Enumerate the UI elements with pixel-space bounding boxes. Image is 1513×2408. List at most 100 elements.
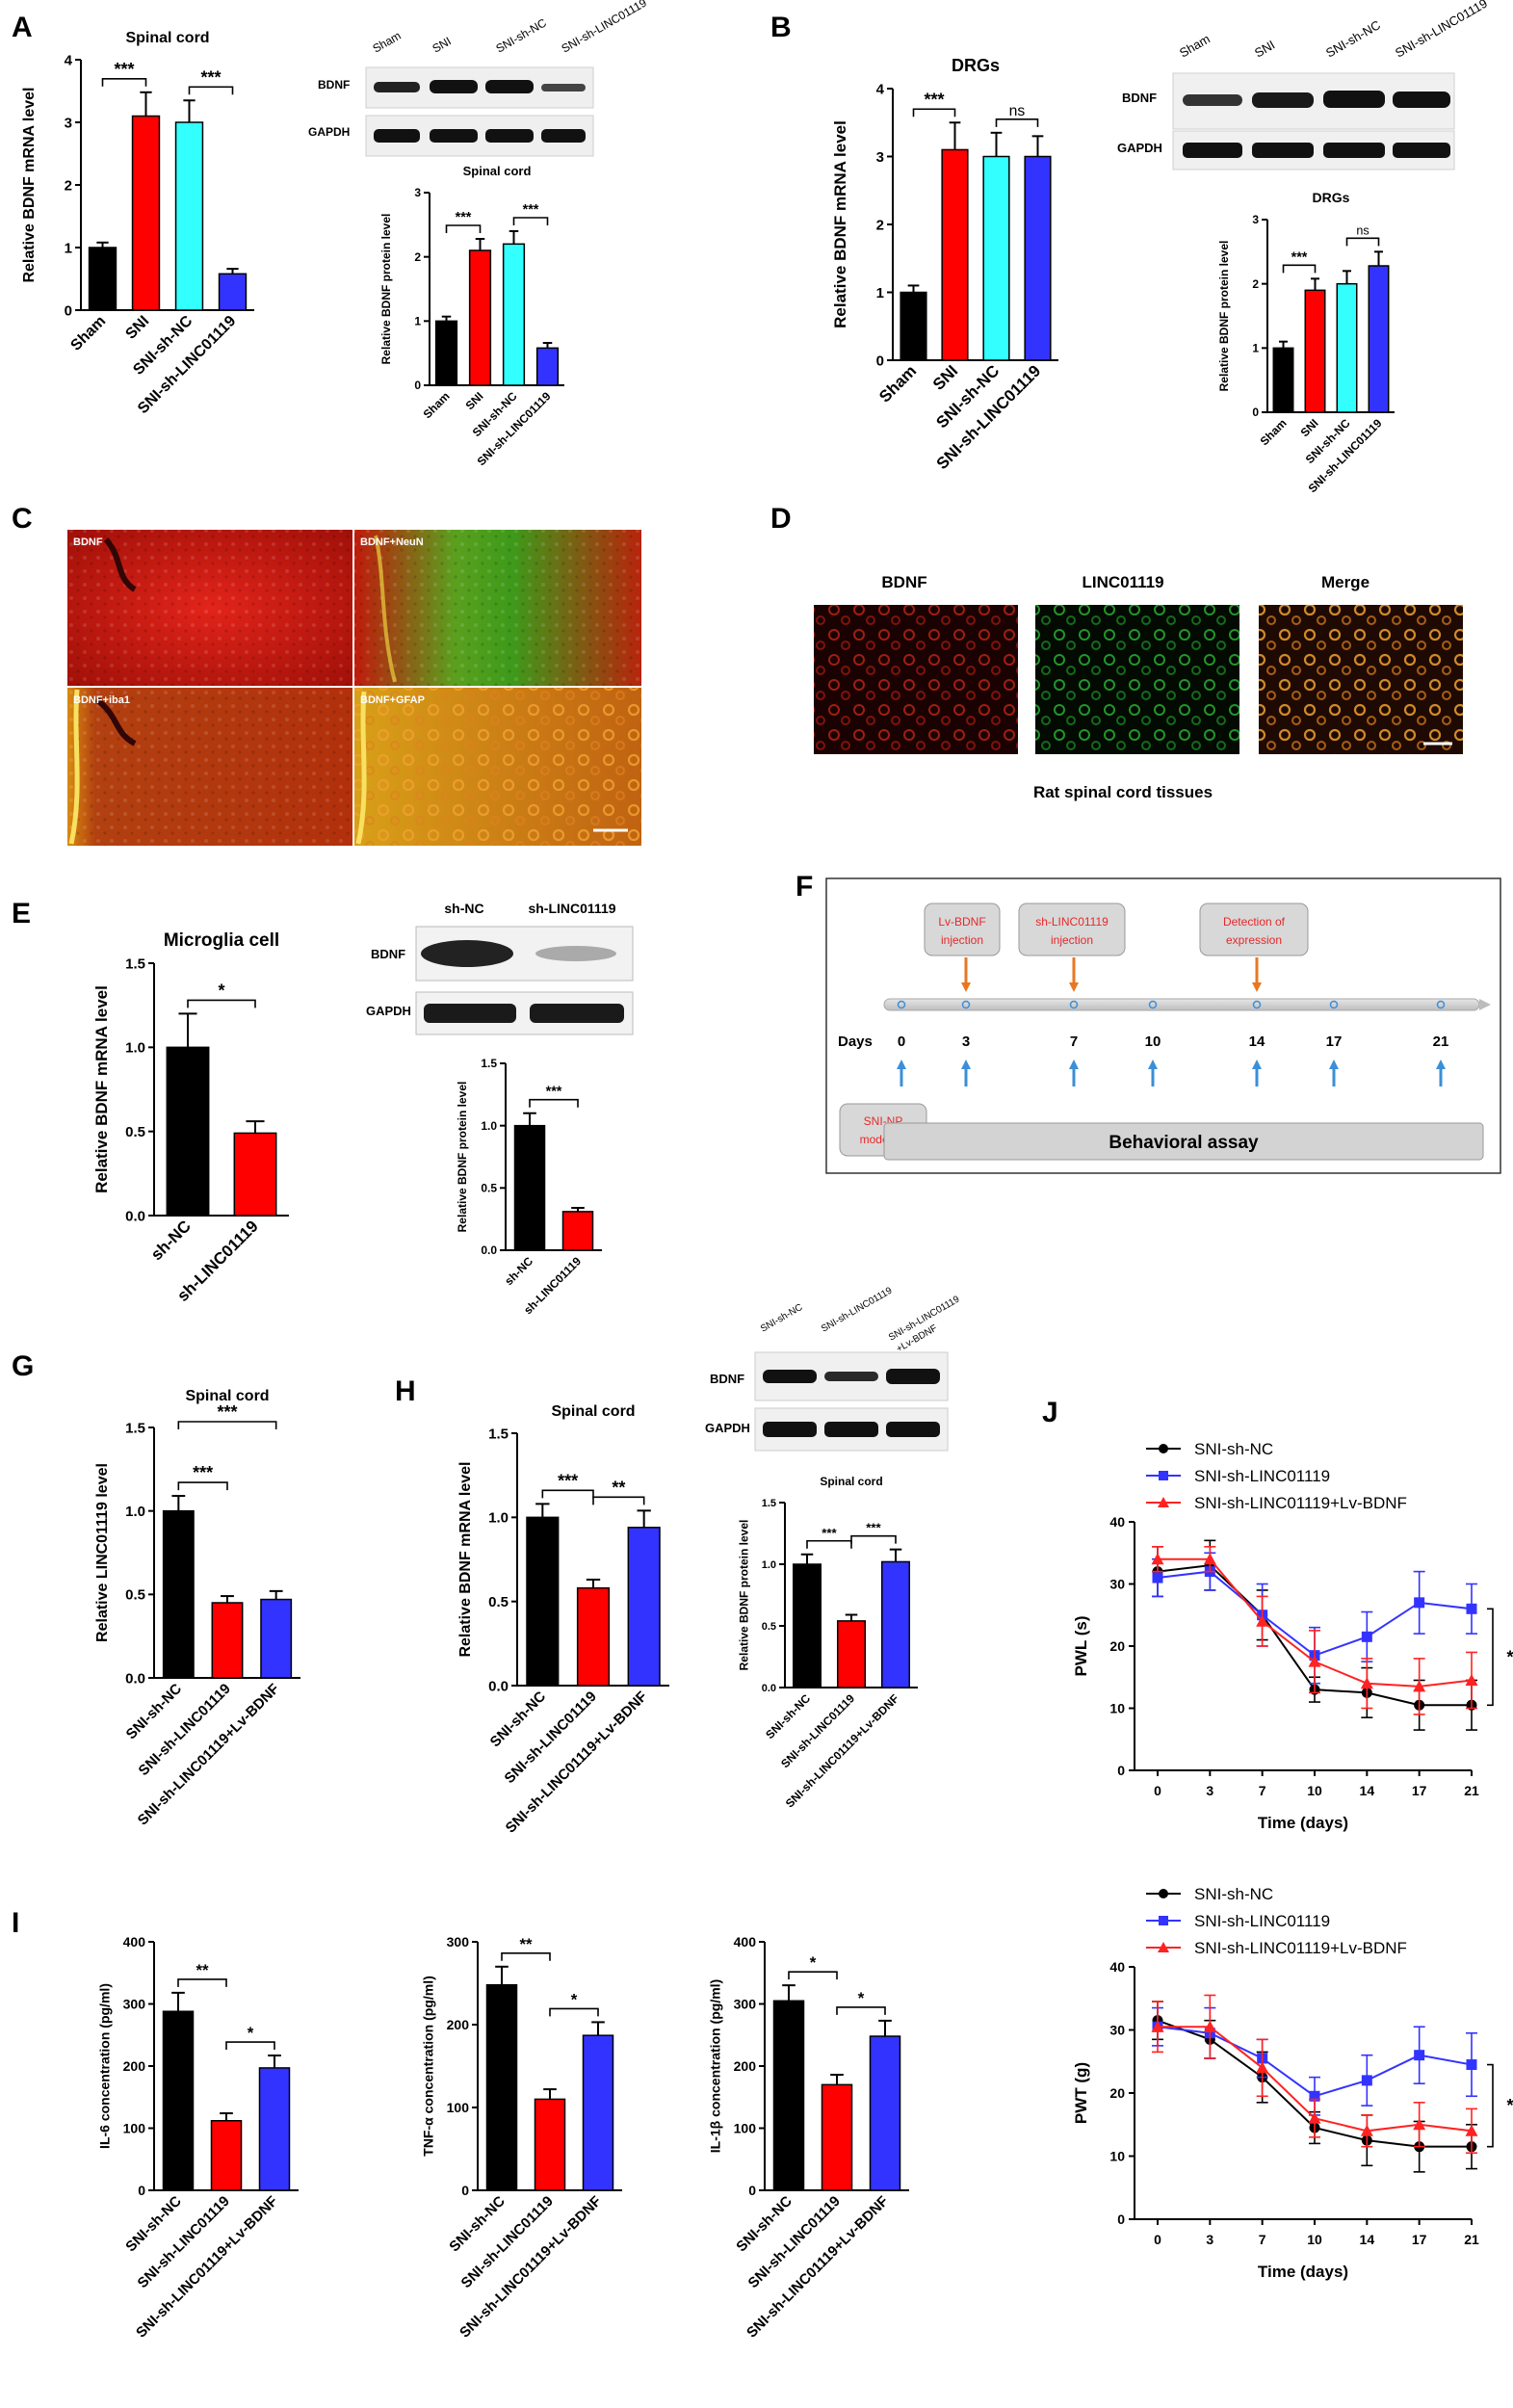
- legend-label: SNI-sh-NC: [1194, 1440, 1273, 1458]
- sig-label: ***: [558, 1471, 578, 1490]
- sig-bracket: [101, 78, 147, 87]
- blot-h-gapdh-label: GAPDH: [705, 1421, 750, 1435]
- sig-bracket: [788, 1971, 838, 1980]
- micrograph-c-label-4: BDNF+GFAP: [360, 694, 425, 706]
- data-point: [1256, 2061, 1269, 2074]
- timeline-days-label: Days: [838, 1034, 873, 1050]
- bar: [1336, 282, 1358, 413]
- bar: [535, 347, 560, 386]
- timeline-day-label: 21: [1433, 1034, 1449, 1050]
- timeline-arrow-head: [1329, 1060, 1339, 1069]
- x-tick-label: 14: [1360, 2232, 1375, 2247]
- y-tick-label: 1: [65, 240, 72, 256]
- y-axis-title: PWT (g): [1072, 2062, 1090, 2124]
- y-tick-label: 4: [876, 81, 885, 97]
- y-tick-label: 2: [876, 217, 884, 233]
- chart-j-pwl: 0 10 20 30 40 0 3 7 10 14 17 21 Time (days) PWL (s) SN…: [1072, 1440, 1513, 1832]
- panel-label-c: C: [12, 503, 33, 535]
- sig-label: ***: [200, 67, 221, 87]
- data-point: [1159, 1916, 1168, 1925]
- sig-bracket: [501, 1952, 551, 1961]
- y-tick-label: 0.5: [125, 1124, 145, 1140]
- data-point: [1413, 1680, 1426, 1692]
- x-axis-title: Time (days): [1258, 2263, 1348, 2281]
- y-tick-label: 40: [1109, 1959, 1125, 1975]
- y-tick-label: 10: [1109, 2149, 1125, 2164]
- micrograph-c-label-2: BDNF+NeuN: [360, 537, 424, 548]
- timeline-box-3-line-2: expression: [1226, 933, 1282, 947]
- blot-h-lane-2: SNI-sh-LINC01119: [820, 1285, 895, 1334]
- y-tick-label: 0: [876, 353, 884, 369]
- y-axis-title: PWL (s): [1072, 1616, 1090, 1677]
- category-label: SNI-sh-LINC01119: [778, 1691, 857, 1770]
- sig-label: ***: [114, 60, 134, 79]
- data-point: [1159, 1471, 1168, 1480]
- timeline-assay-label: Behavioral assay: [1109, 1133, 1259, 1153]
- timeline-day-label: 7: [1070, 1034, 1078, 1050]
- blot-h-lane-1: SNI-sh-NC: [759, 1302, 804, 1335]
- sig-label: *: [810, 1953, 817, 1972]
- sig-label: ***: [1291, 249, 1308, 265]
- bar: [836, 1620, 867, 1688]
- data-point: [1414, 1597, 1425, 1609]
- y-axis-title: Relative LINC01119 level: [94, 1463, 111, 1642]
- timeline-box-lv-bdnf: Lv-BDNF injection: [924, 903, 1001, 956]
- sig-label: *: [571, 1990, 578, 2008]
- x-tick-label: 0: [1154, 2232, 1161, 2247]
- data-point: [1158, 1942, 1169, 1952]
- y-tick-label: 0.5: [762, 1621, 776, 1633]
- bar: [218, 273, 248, 311]
- timeline-arrow-head: [961, 1060, 971, 1069]
- data-point: [1152, 1572, 1163, 1584]
- bar: [561, 1211, 594, 1251]
- sig-bracket: [549, 2007, 599, 2017]
- y-tick-label: 1.0: [488, 1510, 509, 1527]
- timeline-node: [897, 1000, 906, 1009]
- bar: [434, 320, 458, 386]
- y-tick-label: 0.0: [125, 1208, 145, 1224]
- bar: [1368, 265, 1390, 413]
- y-axis-title: Relative BDNF mRNA level: [92, 985, 111, 1193]
- category-label: SNI-sh-LINC01119: [502, 1688, 600, 1787]
- sig-bracket: [445, 224, 482, 233]
- y-tick-label: 2: [414, 250, 421, 264]
- y-tick-label: 400: [734, 1934, 757, 1950]
- y-tick-label: 3: [876, 149, 884, 166]
- sig-bracket: [1487, 1608, 1494, 1707]
- blot-a-bdnf-label: BDNF: [318, 78, 350, 92]
- category-label: SNI-sh-LINC01119: [458, 2193, 557, 2291]
- y-tick-label: 400: [123, 1934, 146, 1950]
- y-tick-label: 1.5: [488, 1426, 509, 1442]
- x-tick-label: 0: [1154, 1783, 1161, 1798]
- data-point: [1151, 1553, 1164, 1565]
- chart-a-protein: 0 1 2 3 Relative BDNF protein level Spinal co…: [379, 164, 564, 468]
- chart-title: DRGs: [952, 56, 1000, 75]
- category-label: sh-NC: [502, 1254, 535, 1288]
- bar: [880, 1560, 911, 1688]
- panel-label-j: J: [1042, 1397, 1058, 1428]
- blot-b-bdnf-label: BDNF: [1122, 91, 1157, 105]
- timeline-box-2-line-1: sh-LINC01119: [1035, 915, 1109, 929]
- timeline-arrow-head: [1148, 1060, 1158, 1069]
- y-tick-label: 1: [876, 285, 884, 301]
- y-tick-label: 0: [65, 302, 72, 319]
- sig-bracket: [187, 999, 256, 1008]
- y-tick-label: 20: [1109, 1638, 1125, 1654]
- timeline-node: [1069, 1000, 1079, 1009]
- x-tick-label: 3: [1206, 2232, 1213, 2247]
- blot-b-lane-1: Sham: [1177, 32, 1213, 61]
- bar: [174, 121, 204, 311]
- micrograph-c-label-1: BDNF: [73, 537, 103, 548]
- data-point: [1360, 2124, 1373, 2136]
- bar: [485, 1983, 518, 2191]
- legend-label: SNI-sh-LINC01119: [1194, 1912, 1330, 1930]
- data-point: [1466, 1603, 1477, 1614]
- y-tick-label: 1.0: [762, 1559, 776, 1571]
- y-tick-label: 1.5: [481, 1057, 497, 1070]
- category-label: Sham: [421, 389, 453, 421]
- sig-bracket: [912, 108, 956, 118]
- y-tick-label: 300: [123, 1996, 146, 2011]
- y-tick-label: 40: [1109, 1514, 1125, 1530]
- data-point: [1159, 1444, 1168, 1453]
